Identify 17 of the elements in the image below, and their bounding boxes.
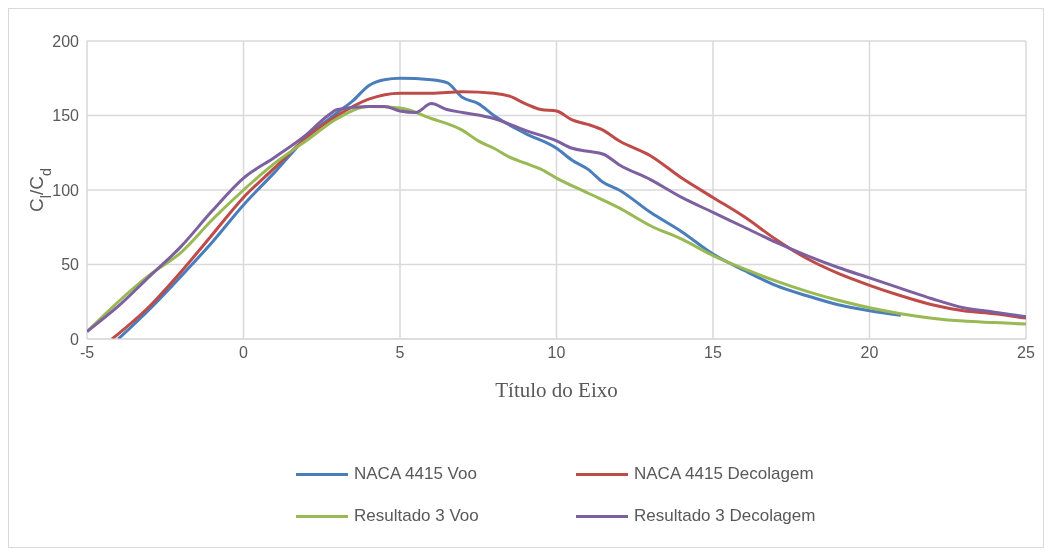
legend-label: Resultado 3 Voo: [354, 506, 479, 526]
x-tick-label: 25: [1017, 344, 1035, 362]
x-tick-label: 0: [239, 344, 249, 362]
legend-label: NACA 4415 Decolagem: [634, 464, 814, 484]
legend-label: Resultado 3 Decolagem: [634, 506, 816, 526]
y-tick-label: 150: [52, 107, 80, 125]
x-tick-label: 10: [547, 344, 566, 362]
x-axis-title: Título do Eixo: [495, 378, 618, 402]
x-tick-label: -5: [79, 344, 95, 362]
y-tick-label: 200: [52, 32, 80, 50]
legend-label: NACA 4415 Voo: [354, 464, 477, 484]
y-tick-label: 100: [52, 181, 80, 199]
x-tick-label: 20: [860, 344, 879, 362]
x-tick-label: 5: [395, 344, 405, 362]
y-tick-label: 50: [61, 256, 80, 274]
y-tick-label: 0: [70, 330, 80, 348]
x-tick-label: 15: [704, 344, 722, 362]
